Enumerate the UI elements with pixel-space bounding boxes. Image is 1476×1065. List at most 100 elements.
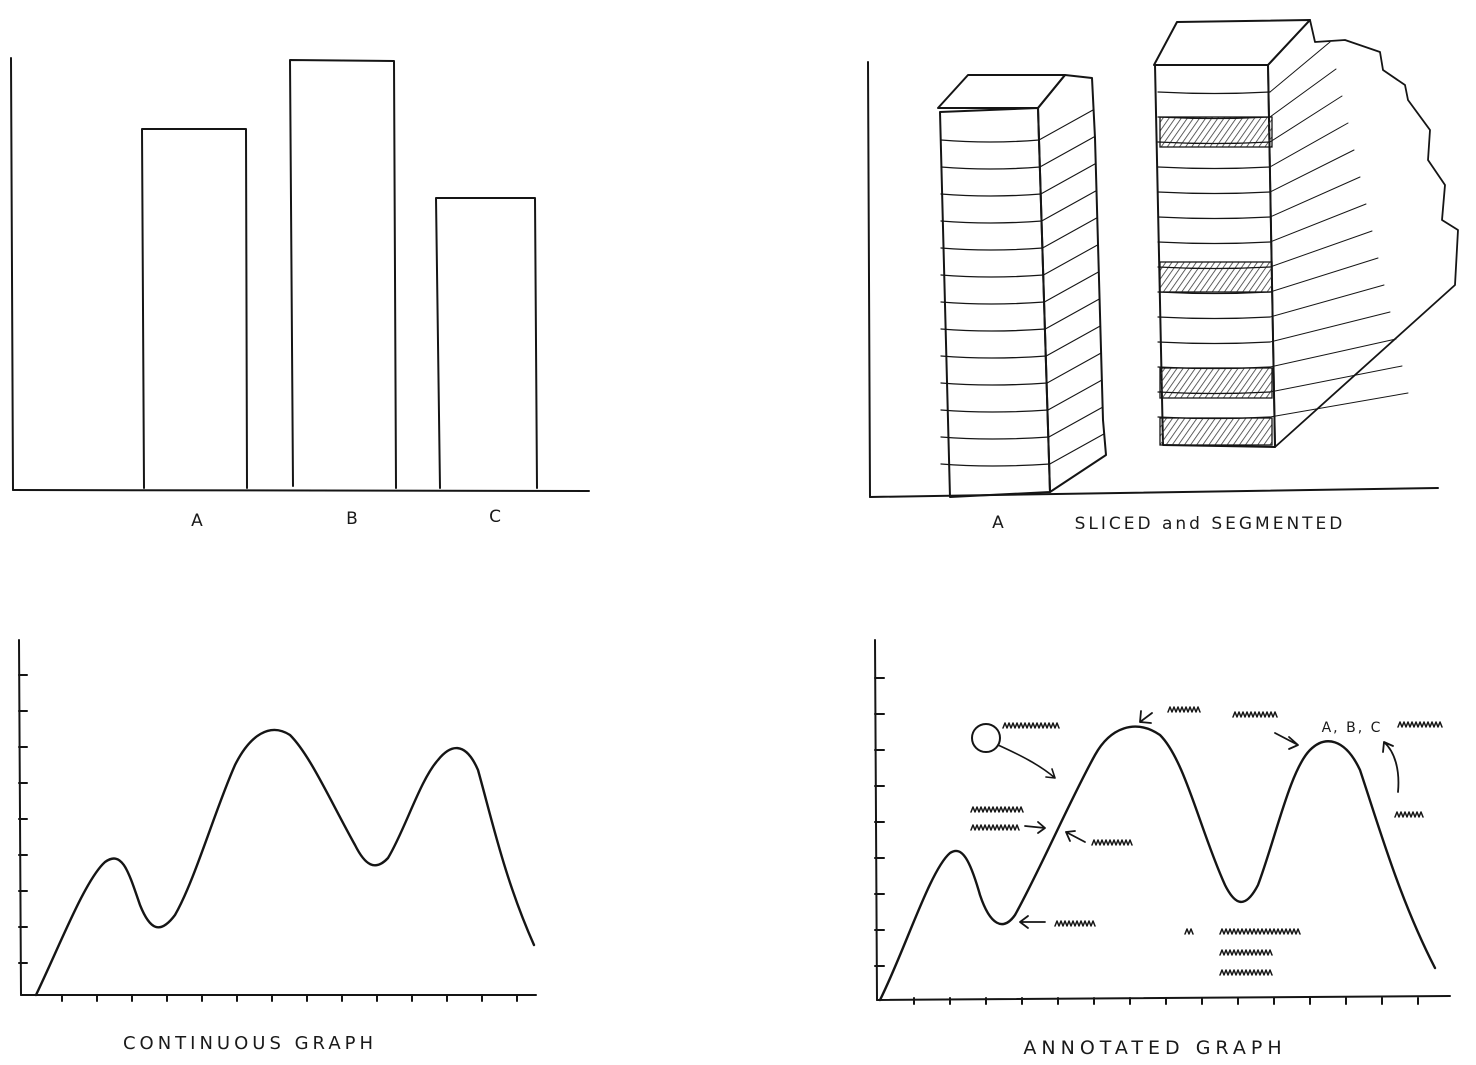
slice-side-line <box>1045 325 1101 357</box>
segment-side-line <box>1269 68 1337 118</box>
segment-line <box>1157 366 1271 370</box>
segment-side-line <box>1269 95 1343 143</box>
arrow-slope-2 <box>1065 830 1086 843</box>
slice-side-line <box>1039 136 1095 168</box>
segmented-x-axis <box>869 487 1439 498</box>
bar-label-c: C <box>489 507 501 527</box>
annotated-caption: ANNOTATED GRAPH <box>1023 1037 1286 1059</box>
bar-b <box>289 59 397 489</box>
slice-side-line <box>1040 163 1096 195</box>
slice-line <box>940 382 1048 386</box>
segmented-label-a: A <box>992 513 1004 533</box>
slice-side-line <box>1049 433 1105 465</box>
continuous-caption: CONTINUOUS GRAPH <box>123 1033 377 1054</box>
callout-circle <box>971 723 1001 753</box>
segment-line <box>1157 391 1271 395</box>
segment-side-line <box>1269 122 1349 168</box>
segment-side-line <box>1269 230 1373 268</box>
segment-side-line <box>1269 284 1385 318</box>
slice-line <box>940 355 1047 359</box>
scribble-note <box>1219 969 1273 976</box>
scribble-note <box>1002 722 1060 729</box>
scribble-note <box>1219 949 1273 956</box>
segment-line <box>1157 216 1271 220</box>
segment-side-line <box>1269 149 1355 193</box>
segment-line <box>1157 191 1271 195</box>
slice-side-line <box>1042 244 1099 276</box>
slice-line <box>940 139 1040 143</box>
arrow-right-peak <box>1274 732 1299 750</box>
segment-side-line <box>1269 365 1403 393</box>
slice-side-line <box>1044 298 1100 330</box>
arrow-slope <box>1024 821 1046 834</box>
shaded-segment <box>1159 261 1273 293</box>
bar-x-axis <box>12 489 590 492</box>
scribble-note <box>1054 920 1096 927</box>
bar-y-axis <box>10 57 14 491</box>
shaded-segment <box>1159 116 1273 148</box>
segment-line <box>1157 91 1271 95</box>
arrow-up-peak <box>1382 741 1400 793</box>
scribble-note <box>1219 928 1301 935</box>
slice-side-line <box>1038 109 1094 141</box>
segment-line <box>1157 116 1271 120</box>
slice-line <box>940 301 1046 305</box>
slice-line <box>940 166 1041 170</box>
arrow-peak <box>1139 710 1153 724</box>
slice-line <box>940 436 1050 440</box>
segment-line <box>1157 291 1271 295</box>
sliced-bar-a <box>937 74 1107 498</box>
segment-line <box>1157 241 1271 245</box>
slice-line <box>940 193 1042 197</box>
annotated-curve <box>878 725 1437 1002</box>
slice-line <box>940 247 1044 251</box>
annotated-x-axis <box>876 995 1451 1001</box>
continuous-curve <box>34 728 536 997</box>
bar-a <box>141 128 248 489</box>
segment-line <box>1157 141 1271 145</box>
scribble-note <box>970 806 1024 813</box>
continuous-y-axis <box>18 639 22 996</box>
bar-chart-panel: A B C <box>10 57 590 531</box>
callout-arrow <box>997 744 1056 779</box>
annotated-graph-panel: A, B, C ANNOTATED GRAPH <box>874 639 1451 1059</box>
arrow-trough <box>1019 915 1046 929</box>
slice-line <box>940 409 1049 413</box>
continuous-graph-panel: CONTINUOUS GRAPH <box>18 639 537 1054</box>
slice-side-line <box>1047 379 1103 411</box>
slice-line <box>940 274 1045 278</box>
segment-line <box>1157 341 1271 345</box>
segment-line <box>1157 166 1271 170</box>
slice-side-line <box>1042 217 1098 249</box>
segment-side-line <box>1269 41 1331 93</box>
bar-label-b: B <box>346 509 358 529</box>
segment-line <box>1157 416 1271 420</box>
scribble-note <box>1167 706 1201 713</box>
segmented-chart-panel: A SLICED and SEGMENTED <box>867 19 1459 534</box>
segment-side-line <box>1269 338 1397 368</box>
segment-side-line <box>1269 176 1361 218</box>
segment-line <box>1157 266 1271 270</box>
bar-c <box>435 197 538 489</box>
segment-side-line <box>1269 392 1409 418</box>
annotation-abc: A, B, C <box>1322 720 1383 736</box>
scribble-note <box>1394 811 1424 818</box>
scribble-note <box>1232 711 1278 718</box>
segmented-y-axis <box>867 61 871 498</box>
slice-line <box>940 328 1046 332</box>
annotated-y-axis <box>874 639 878 1001</box>
segment-side-line <box>1269 257 1379 293</box>
shaded-segment <box>1159 417 1273 446</box>
scribble-note <box>1397 721 1443 728</box>
scribble-note <box>1184 928 1194 935</box>
slice-side-line <box>1043 271 1099 303</box>
scribble-note <box>970 824 1020 831</box>
segment-side-line <box>1269 311 1391 343</box>
segmented-bar-b <box>1153 19 1459 448</box>
bar-label-a: A <box>191 511 203 531</box>
segment-side-line <box>1269 203 1367 243</box>
slice-line <box>940 463 1051 467</box>
slice-side-line <box>1046 352 1102 384</box>
scribble-note <box>1091 839 1133 846</box>
